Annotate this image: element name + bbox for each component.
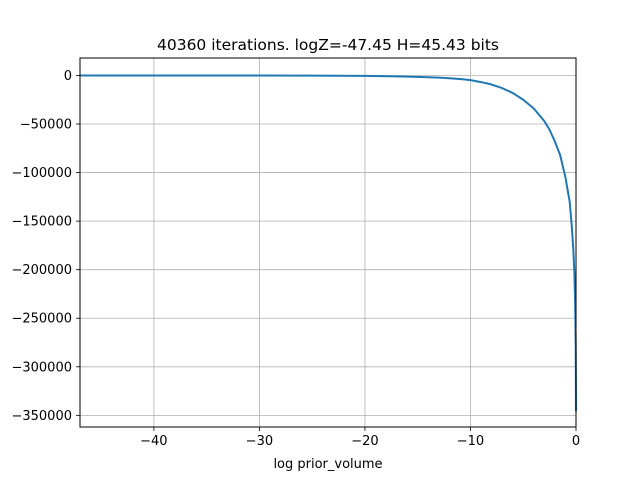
- x-axis-label: log prior_volume: [273, 457, 382, 472]
- y-tick-label: −100000: [11, 166, 72, 181]
- x-tick-label: −20: [351, 434, 378, 449]
- series-line: [79, 74, 577, 412]
- x-tick-label: −40: [140, 434, 167, 449]
- y-tick-label: 0: [64, 69, 72, 84]
- y-tick-label: −200000: [11, 263, 72, 278]
- y-tick-label: −150000: [11, 215, 72, 230]
- y-tick-label: −250000: [11, 312, 72, 327]
- y-tick-label: −350000: [11, 409, 72, 424]
- series-layer: [79, 74, 577, 412]
- x-tick-label: 0: [572, 434, 580, 449]
- x-axis: −40 −30 −20 −10 0: [140, 427, 580, 449]
- y-tick-label: −50000: [20, 118, 72, 133]
- chart-title: 40360 iterations. logZ=-47.45 H=45.43 bi…: [157, 36, 499, 54]
- y-tick-label: −300000: [11, 360, 72, 375]
- x-tick-label: −10: [457, 434, 484, 449]
- y-axis: 0 −50000 −100000 −150000 −200000 −250000 −3000…: [11, 69, 80, 424]
- plot-frame: [79, 57, 577, 428]
- x-tick-label: −30: [246, 434, 273, 449]
